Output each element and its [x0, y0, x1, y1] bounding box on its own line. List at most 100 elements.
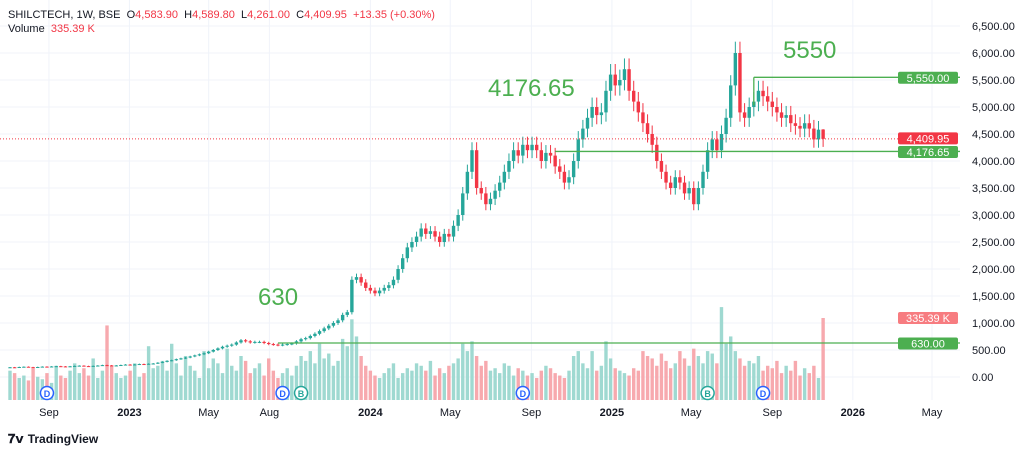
candle-body [410, 242, 414, 248]
candle-body [68, 366, 72, 368]
volume-bar [96, 377, 100, 400]
event-circle [275, 385, 290, 401]
volume-bar [336, 360, 340, 400]
candle-body [447, 233, 451, 237]
candle [382, 284, 386, 294]
tradingview-logo[interactable]: 𝟕𝘃 TradingView [8, 431, 98, 447]
candle-body [516, 150, 520, 156]
x-tick-label: Sep [763, 407, 783, 419]
volume-bar [183, 355, 188, 400]
last-volume-label: 335.39 K [906, 313, 951, 325]
volume-bar [585, 368, 590, 400]
candle-body [484, 193, 488, 205]
candle-body [604, 90, 608, 113]
dividend-marker-icon[interactable]: D [515, 385, 531, 401]
volume-bar [382, 373, 386, 400]
candle-body [36, 367, 40, 369]
volume-bar [534, 377, 539, 400]
dividend-marker-icon[interactable]: D [755, 385, 771, 401]
volume-bar [798, 375, 802, 400]
candle-body [257, 341, 262, 343]
bonus-marker-icon[interactable]: B [293, 385, 309, 401]
volume-bar [165, 370, 169, 400]
candle-body [368, 287, 373, 291]
bonus-marker-icon[interactable]: B [700, 385, 715, 401]
candle [539, 142, 543, 169]
candle [428, 226, 433, 239]
volume-bar [368, 370, 373, 400]
volume-bar [179, 375, 183, 400]
volume-bar [230, 365, 234, 400]
event-circle [515, 385, 531, 401]
candle-body [673, 177, 677, 188]
dividend-marker-icon[interactable]: D [275, 385, 290, 401]
volume-bar [812, 365, 816, 400]
candle [812, 119, 816, 148]
candle [243, 338, 248, 343]
candle-body [336, 320, 340, 323]
candle-body [206, 351, 211, 354]
candle [336, 318, 340, 325]
candle [40, 366, 45, 368]
candle [364, 279, 368, 292]
volume-bar [816, 377, 821, 400]
candle [479, 181, 483, 200]
volume-bar [493, 368, 497, 400]
candle-body [632, 90, 636, 102]
candle-body [465, 171, 470, 194]
level-price-label: 5,550.00 [907, 73, 950, 85]
volume-bar [659, 353, 664, 400]
volume-bar [211, 358, 215, 400]
candle [114, 365, 118, 367]
candle [68, 365, 72, 368]
candle [493, 184, 497, 206]
candle [54, 365, 58, 368]
candle-body [539, 150, 543, 161]
y-tick-label: 4,000.00 [972, 156, 1015, 168]
volume-bar [31, 368, 35, 400]
candle [585, 108, 590, 138]
high-value: 4,589.80 [192, 9, 235, 21]
y-tick-label: 4,500.00 [972, 129, 1015, 141]
candle-body [382, 287, 386, 291]
candle-body [211, 350, 215, 352]
candle-body [724, 117, 728, 134]
volume-bar [604, 341, 608, 400]
candle [17, 366, 21, 369]
volume-bar [243, 360, 248, 400]
candle [327, 323, 331, 331]
dividend-marker-icon[interactable]: D [39, 385, 55, 401]
volume-bar [225, 348, 229, 400]
volume-bar [632, 368, 636, 400]
event-circle [700, 385, 715, 401]
candle-body [581, 128, 585, 140]
candle [775, 97, 779, 122]
candle-body [816, 129, 821, 140]
candle [798, 117, 802, 138]
volume-bar [553, 373, 557, 400]
symbol-title[interactable]: SHILCTECH, 1W, BSE [8, 9, 121, 21]
candle [165, 360, 169, 363]
close-value: 4,409.95 [304, 9, 347, 21]
candle [761, 80, 765, 107]
volume-bar [22, 375, 26, 400]
volume-bar [784, 365, 788, 400]
volume-bar [567, 370, 571, 400]
volume-bar [160, 360, 165, 400]
volume-bar [317, 343, 322, 400]
volume-bar [86, 375, 91, 400]
candle-body [31, 367, 35, 369]
candle [160, 361, 165, 364]
candle-body [414, 236, 419, 242]
candle-body [507, 161, 511, 172]
candle [377, 287, 382, 297]
candle-body [451, 225, 456, 237]
candle-body [271, 344, 276, 346]
candle-body [49, 366, 54, 368]
volume-bar [17, 377, 21, 400]
level-annotation: 4176.65 [488, 75, 575, 102]
candle-body [188, 356, 192, 358]
event-letter: D [760, 389, 767, 399]
candle [687, 181, 691, 200]
